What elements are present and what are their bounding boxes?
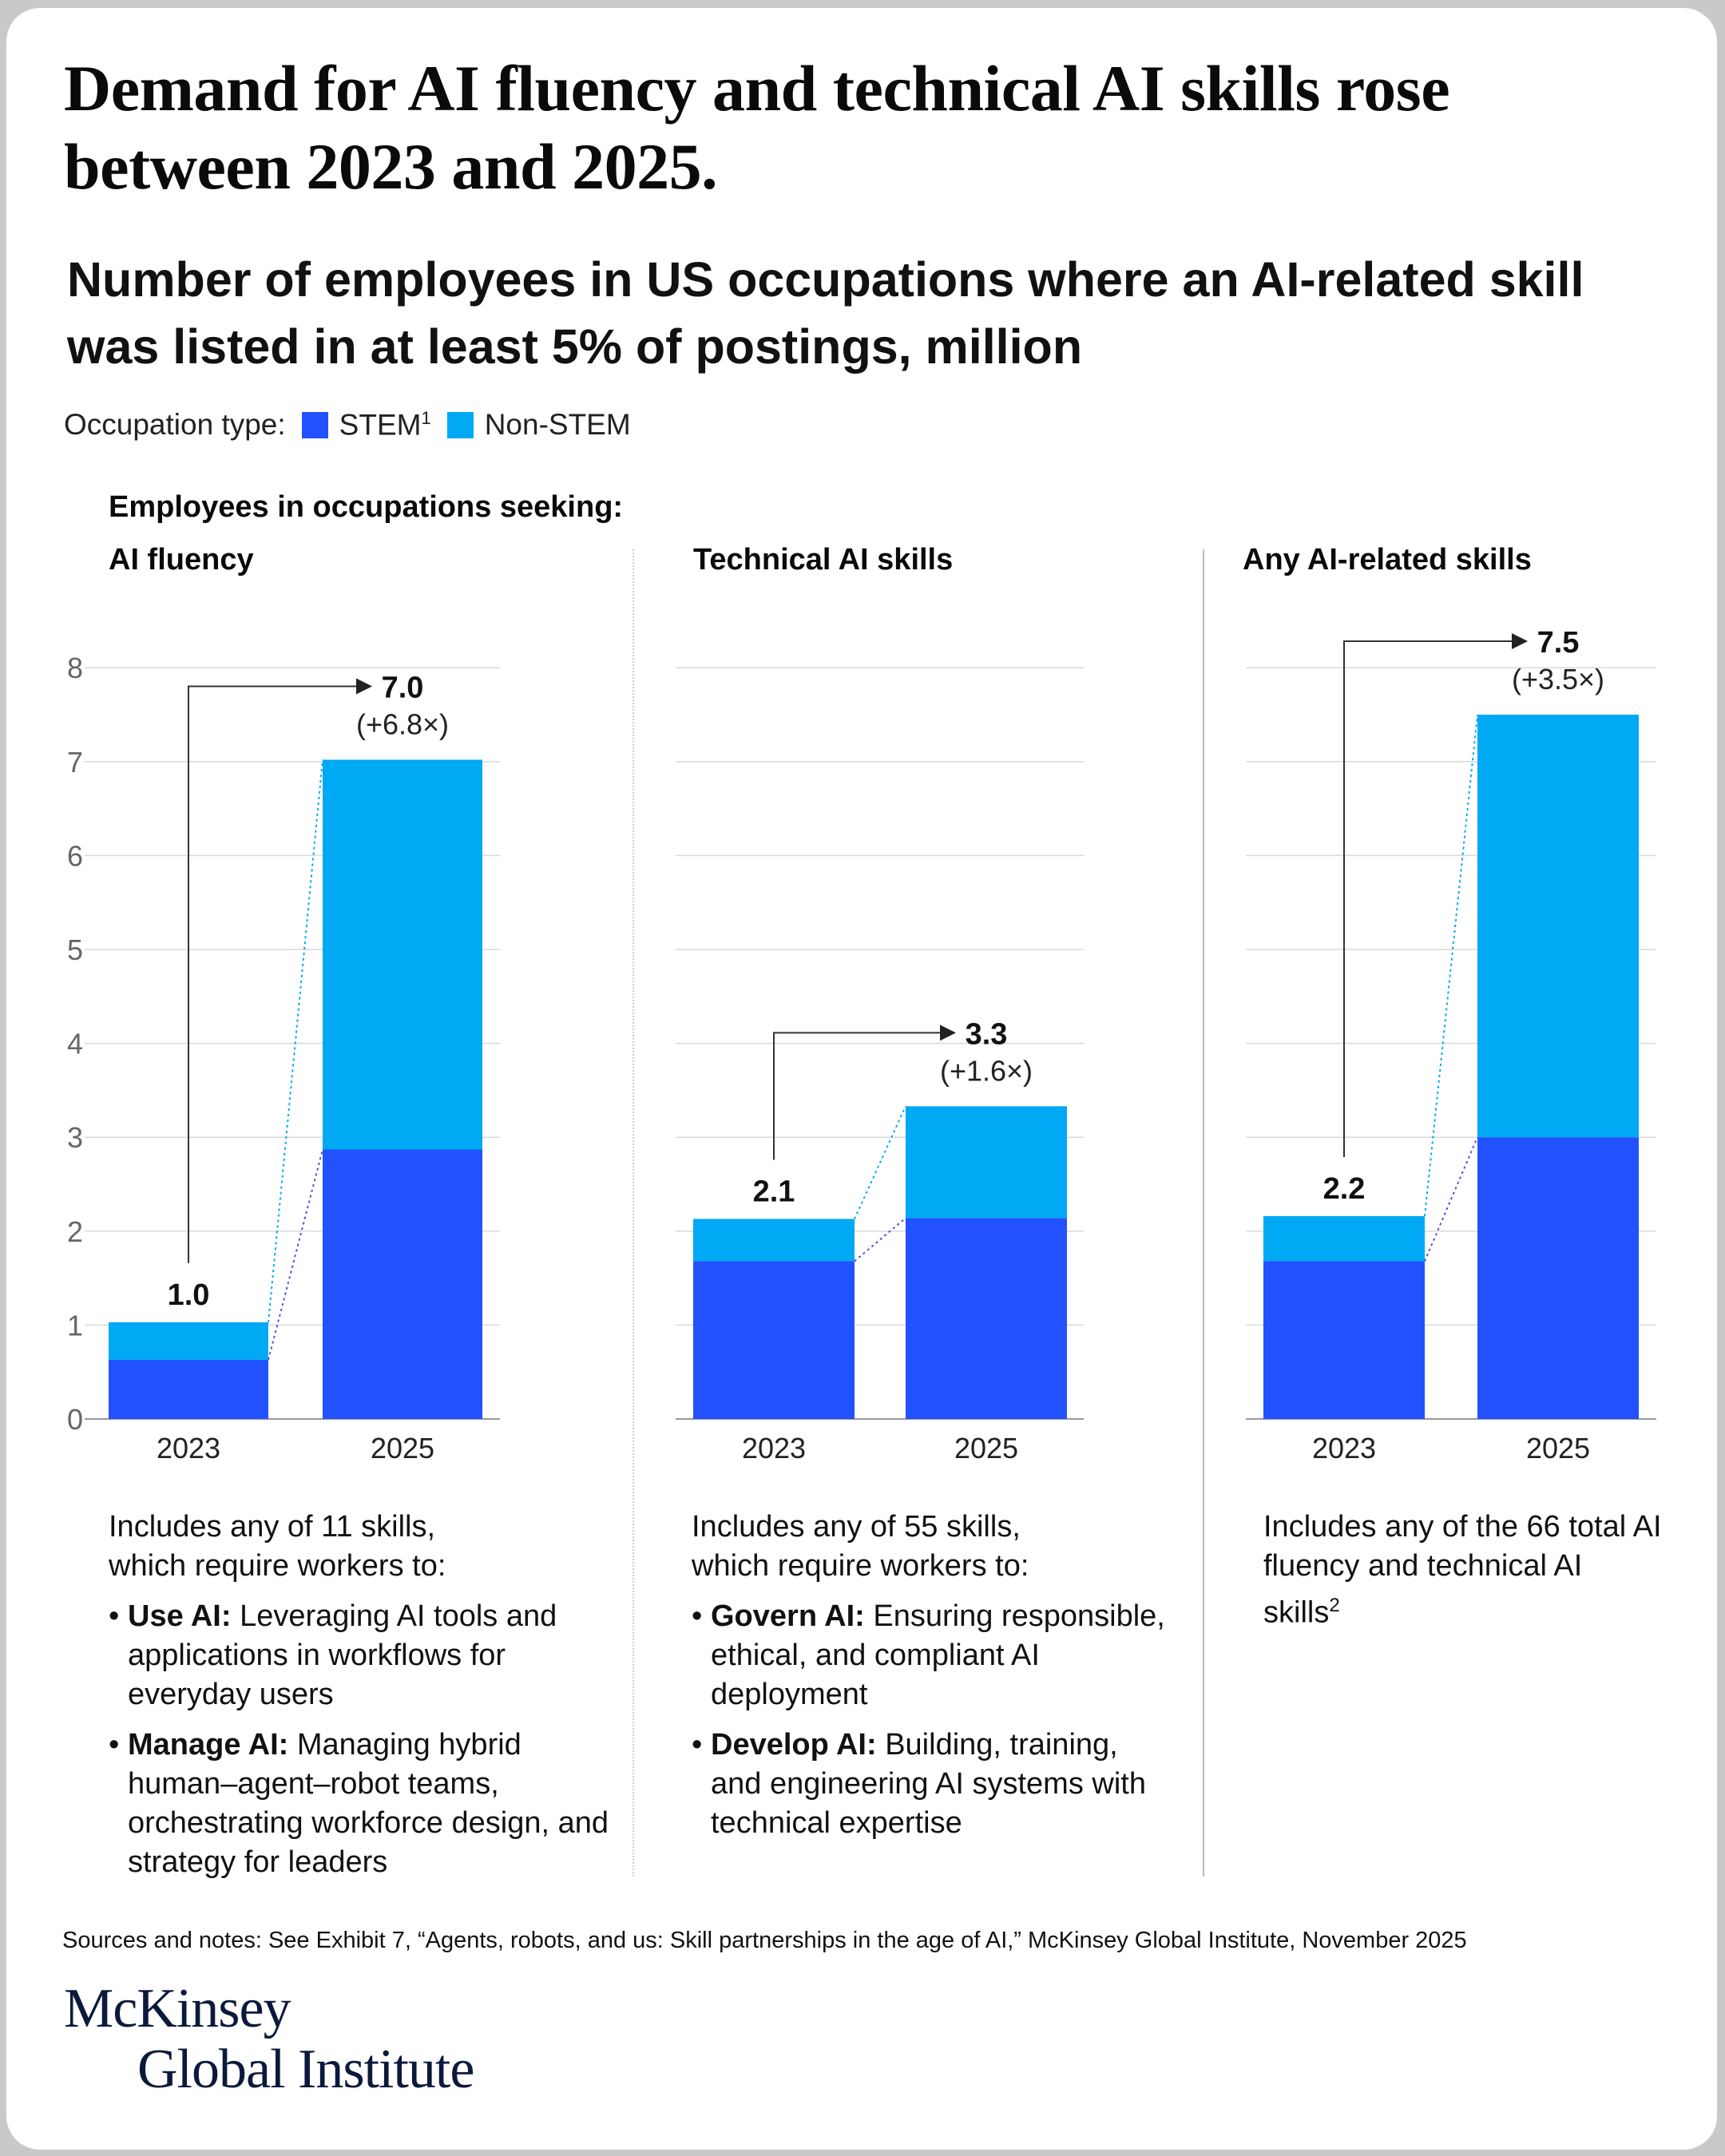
panel-note-technical-ai: Includes any of 55 skills, which require… bbox=[692, 1508, 1171, 1854]
note-intro-line: Includes any of 55 skills, bbox=[692, 1510, 1021, 1544]
total-label-2025: 7.0 bbox=[382, 671, 424, 704]
note-bullet: Use AI: Leveraging AI tools and applicat… bbox=[109, 1597, 620, 1714]
y-tick-label: 6 bbox=[67, 839, 83, 872]
x-tick-label: 2023 bbox=[742, 1432, 806, 1464]
growth-arrow bbox=[188, 678, 372, 1263]
connector-line-stem bbox=[854, 1217, 906, 1262]
growth-multiple-label: (+1.6×) bbox=[940, 1054, 1033, 1087]
legend-swatch-non-stem bbox=[446, 411, 474, 438]
growth-multiple-label: (+6.8×) bbox=[356, 707, 449, 740]
x-tick-label: 2025 bbox=[1526, 1432, 1590, 1464]
y-tick-label: 1 bbox=[67, 1309, 83, 1342]
panel-title-technical-ai: Technical AI skills bbox=[693, 543, 954, 577]
y-tick-label: 7 bbox=[67, 746, 83, 779]
x-tick-label: 2023 bbox=[1312, 1432, 1376, 1464]
panel-note-ai-fluency: Includes any of 11 skills, which require… bbox=[109, 1508, 620, 1893]
x-tick-label: 2023 bbox=[157, 1432, 220, 1464]
growth-arrow bbox=[1343, 633, 1528, 1157]
bar-stem-2023 bbox=[1263, 1261, 1425, 1419]
bar-stem-2025 bbox=[906, 1218, 1067, 1419]
panel-note-any-ai: Includes any of the 66 total AI fluency … bbox=[1263, 1510, 1662, 1630]
note-bullet: Develop AI: Building, training, and engi… bbox=[692, 1726, 1171, 1843]
y-tick-label: 5 bbox=[67, 933, 83, 966]
y-tick-label: 0 bbox=[67, 1403, 83, 1436]
total-label-2023: 2.2 bbox=[1323, 1172, 1366, 1206]
legend-swatch-stem bbox=[301, 411, 328, 438]
growth-arrow bbox=[773, 1024, 956, 1160]
bar-non-stem-2023 bbox=[693, 1219, 855, 1262]
exhibit-title: Demand for AI fluency and technical AI s… bbox=[64, 52, 1450, 203]
bar-non-stem-2023 bbox=[109, 1322, 268, 1360]
x-tick-label: 2025 bbox=[371, 1432, 434, 1464]
bar-stem-2025 bbox=[323, 1149, 482, 1419]
bar-stem-2023 bbox=[693, 1261, 855, 1419]
bar-stem-2025 bbox=[1477, 1137, 1639, 1419]
note-bullet: Govern AI: Ensuring responsible, ethical… bbox=[692, 1597, 1171, 1714]
connector-line-non-stem bbox=[1424, 714, 1478, 1217]
panel-divider bbox=[1203, 549, 1204, 1877]
bar-stem-2023 bbox=[109, 1359, 268, 1419]
legend-label: Occupation type: bbox=[64, 408, 286, 441]
note-intro-line: Includes any of 11 skills, bbox=[109, 1510, 436, 1544]
total-label-2025: 3.3 bbox=[966, 1017, 1008, 1051]
y-tick-label: 3 bbox=[67, 1121, 83, 1154]
y-tick-label: 2 bbox=[67, 1215, 83, 1248]
note-bullet: Manage AI: Managing hybrid human–agent–r… bbox=[109, 1726, 620, 1882]
total-label-2023: 1.0 bbox=[168, 1278, 210, 1312]
source-note: Sources and notes: See Exhibit 7, “Agent… bbox=[62, 1928, 1467, 1953]
note-intro-line: which require workers to: bbox=[109, 1549, 446, 1583]
panels-heading: Employees in occupations seeking: bbox=[109, 490, 624, 524]
total-label-2025: 7.5 bbox=[1537, 626, 1580, 660]
connector-line-stem bbox=[268, 1149, 323, 1361]
panel-title-any-ai: Any AI-related skills bbox=[1243, 543, 1532, 577]
legend: Occupation type: STEM1 Non-STEM bbox=[64, 406, 631, 444]
x-tick-label: 2025 bbox=[954, 1432, 1018, 1464]
connector-line-non-stem bbox=[854, 1105, 906, 1219]
bar-non-stem-2025 bbox=[906, 1106, 1067, 1219]
panel-title-ai-fluency: AI fluency bbox=[109, 543, 254, 577]
legend-item-non-stem: Non-STEM bbox=[484, 408, 631, 441]
y-tick-label: 8 bbox=[67, 652, 83, 684]
connector-line-non-stem bbox=[268, 759, 323, 1322]
y-tick-label: 4 bbox=[67, 1028, 83, 1060]
bar-non-stem-2023 bbox=[1263, 1215, 1425, 1262]
bar-non-stem-2025 bbox=[323, 759, 482, 1150]
panel-divider bbox=[632, 549, 634, 1877]
growth-multiple-label: (+3.5×) bbox=[1512, 663, 1604, 696]
connector-line-stem bbox=[1424, 1136, 1478, 1262]
bar-non-stem-2025 bbox=[1477, 715, 1639, 1138]
total-label-2023: 2.1 bbox=[753, 1175, 795, 1209]
legend-item-stem: STEM1 bbox=[339, 407, 431, 442]
note-intro-line: which require workers to: bbox=[692, 1549, 1029, 1583]
chart-subtitle: Number of employees in US occupations wh… bbox=[67, 252, 1584, 374]
publisher-logo: McKinsey Global Institute bbox=[64, 1978, 474, 2100]
